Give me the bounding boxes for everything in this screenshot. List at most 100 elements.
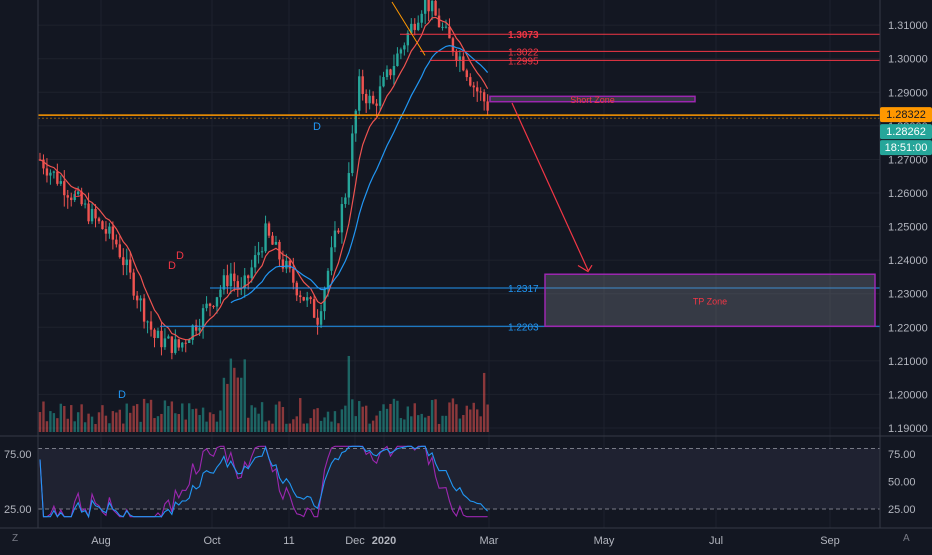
candle-body xyxy=(215,297,219,307)
volume-bar xyxy=(427,415,430,432)
volume-bar xyxy=(205,421,208,432)
volume-bar xyxy=(236,377,239,432)
volume-bar xyxy=(250,405,253,432)
candle-body xyxy=(111,226,115,240)
price-tick-label: 1.27000 xyxy=(888,154,928,166)
candle-body xyxy=(448,26,451,39)
volume-bar xyxy=(434,399,437,432)
candle-body xyxy=(319,311,323,325)
volume-bar xyxy=(444,415,448,432)
rsi-lines xyxy=(39,445,489,519)
volume-bar xyxy=(181,403,184,432)
volume-bar xyxy=(129,412,132,432)
candle-body xyxy=(177,339,180,348)
volume-bar xyxy=(38,412,42,432)
candle-body xyxy=(351,133,354,174)
volume-bar xyxy=(399,418,403,432)
volume-bar xyxy=(125,403,128,432)
candle-body xyxy=(364,93,368,104)
volume-bar xyxy=(441,415,444,432)
volume-bar xyxy=(201,407,205,432)
volume-bar xyxy=(337,423,340,432)
candle-body xyxy=(375,103,378,106)
candle-body xyxy=(205,303,208,309)
candle-body xyxy=(59,181,63,184)
time-tick-label: Mar xyxy=(480,535,499,547)
candle-body xyxy=(229,273,233,287)
price-tick-label: 1.19000 xyxy=(888,423,928,435)
price-tick-label: 1.30000 xyxy=(888,54,928,66)
candle-body xyxy=(63,181,66,196)
volume-bar xyxy=(257,413,260,432)
candle-body xyxy=(427,0,430,12)
volume-bar xyxy=(288,423,292,432)
candle-body xyxy=(198,327,201,331)
candle-body xyxy=(423,0,427,14)
rsi-panel xyxy=(38,448,880,510)
candle-body xyxy=(139,298,142,301)
candle-body xyxy=(378,86,382,106)
price-badge-label: 1.28262 xyxy=(886,126,926,138)
candle-body xyxy=(347,173,351,198)
candle-body xyxy=(326,270,330,290)
volume-bar xyxy=(45,421,49,432)
candle-body xyxy=(129,259,132,273)
candle-body xyxy=(142,298,146,322)
volume-bar xyxy=(243,359,246,432)
volume-bar xyxy=(70,405,73,432)
candle-body xyxy=(181,342,184,348)
volume-bar xyxy=(319,420,323,432)
volume-bar xyxy=(472,402,475,432)
candle-body xyxy=(417,22,420,30)
candle-body xyxy=(167,336,170,339)
candle-body xyxy=(108,226,111,234)
volume-bar xyxy=(410,416,413,432)
timezone-icon[interactable]: Z xyxy=(12,533,19,544)
level-label: 1.2317 xyxy=(508,284,539,295)
candle-body xyxy=(382,77,385,87)
candle-body xyxy=(94,208,97,219)
volume-bar xyxy=(156,416,160,432)
candle-body xyxy=(253,255,257,268)
candle-body xyxy=(476,87,479,92)
candle-body xyxy=(45,168,49,176)
candle-body xyxy=(451,38,455,53)
volume-bar xyxy=(462,415,465,432)
candle-body xyxy=(403,45,406,50)
candle-body xyxy=(222,275,226,290)
candle-body xyxy=(219,289,222,298)
volume-bar xyxy=(104,415,108,432)
rsi-band xyxy=(38,448,880,509)
volume-bar xyxy=(316,408,319,432)
candle-body xyxy=(330,247,333,271)
volume-bar xyxy=(312,409,316,432)
volume-bars xyxy=(38,355,489,432)
candle-body xyxy=(292,268,295,283)
volume-bar xyxy=(170,401,174,432)
candle-body xyxy=(42,159,45,169)
volume-bar xyxy=(389,403,392,432)
candle-body xyxy=(316,317,319,325)
candle-body xyxy=(305,297,309,301)
volume-bar xyxy=(420,413,423,432)
auto-scale-icon[interactable]: A xyxy=(903,533,910,544)
candle-body xyxy=(122,257,125,266)
candle-body xyxy=(479,91,482,93)
candle-body xyxy=(101,221,104,230)
candle-body xyxy=(399,49,403,54)
candle-body xyxy=(76,191,80,195)
price-tick-label: 1.26000 xyxy=(888,188,928,200)
candle-body xyxy=(146,321,149,323)
volume-bar xyxy=(215,421,219,432)
candle-body xyxy=(247,275,250,279)
d-marker: D xyxy=(313,121,321,133)
candle-body xyxy=(264,223,267,252)
candle-body xyxy=(115,239,118,245)
time-tick-label: 2020 xyxy=(372,535,396,547)
d-marker: D xyxy=(74,188,82,200)
volume-bar xyxy=(368,423,371,432)
candle-body xyxy=(420,13,423,23)
candle-body xyxy=(333,230,337,248)
